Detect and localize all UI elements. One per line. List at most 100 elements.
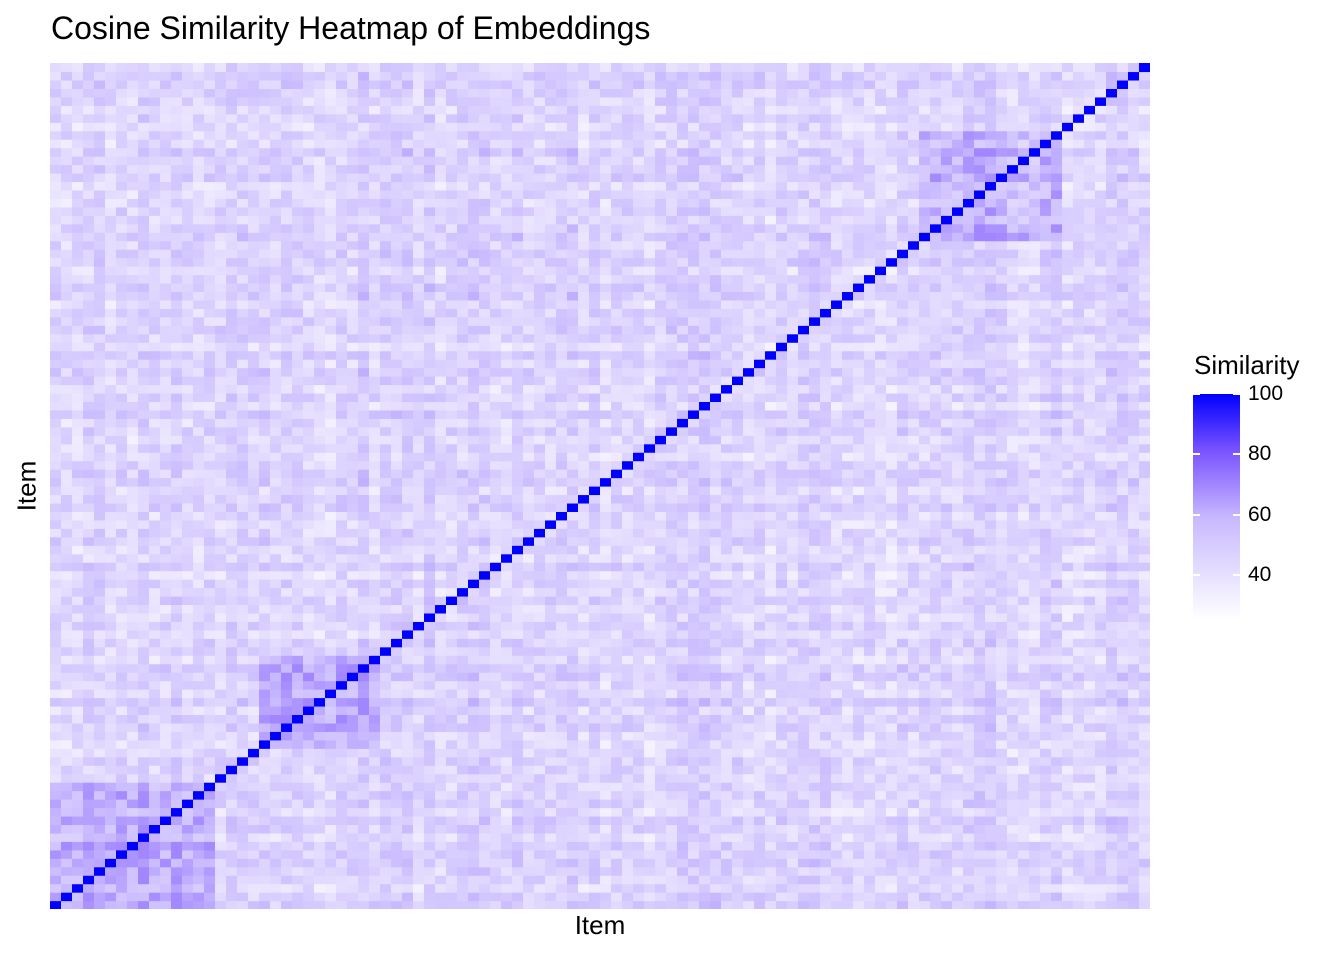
heatmap-cell <box>479 494 491 504</box>
heatmap-cell <box>204 612 216 622</box>
heatmap-cell <box>292 562 304 572</box>
heatmap-cell <box>556 519 568 529</box>
heatmap-cell <box>556 646 568 656</box>
heatmap-cell <box>259 815 271 825</box>
heatmap-cell <box>61 697 73 707</box>
heatmap-cell <box>270 773 282 783</box>
heatmap-cell <box>611 722 623 732</box>
heatmap-cell <box>908 612 920 622</box>
heatmap-cell <box>842 807 854 817</box>
heatmap-diagonal-cell <box>215 773 227 783</box>
heatmap-cell <box>358 579 370 589</box>
heatmap-cell <box>1095 841 1107 851</box>
heatmap-cell <box>83 587 95 597</box>
heatmap-cell <box>545 722 557 732</box>
heatmap-cell <box>941 604 953 614</box>
heatmap-cell <box>314 663 326 673</box>
heatmap-cell <box>754 689 766 699</box>
heatmap-cell <box>446 528 458 538</box>
heatmap-cell <box>798 689 810 699</box>
heatmap-cell <box>457 900 469 909</box>
heatmap-cell <box>314 799 326 809</box>
heatmap-cell <box>776 562 788 572</box>
heatmap-cell <box>281 595 293 606</box>
heatmap-cell <box>1007 875 1019 885</box>
heatmap-cell <box>556 807 568 817</box>
heatmap-cell <box>853 655 865 665</box>
heatmap-cell <box>633 646 645 656</box>
heatmap-cell <box>545 595 557 606</box>
heatmap-cell <box>468 680 480 690</box>
heatmap-cell <box>435 519 447 529</box>
heatmap-cell <box>567 875 579 885</box>
heatmap-cell <box>996 790 1008 800</box>
heatmap-diagonal-cell <box>182 799 194 809</box>
heatmap-cell <box>787 765 799 775</box>
heatmap-cell <box>1095 689 1107 699</box>
heatmap-cell <box>666 900 678 909</box>
heatmap-cell <box>402 790 414 800</box>
heatmap-cell <box>325 486 337 496</box>
heatmap-cell <box>633 841 645 851</box>
heatmap-cell <box>457 612 469 622</box>
heatmap-cell <box>600 773 612 783</box>
heatmap-cell <box>974 621 986 631</box>
heatmap-cell <box>996 612 1008 622</box>
heatmap-cell <box>446 790 458 800</box>
heatmap-cell <box>985 815 997 825</box>
heatmap-cell <box>963 655 975 665</box>
heatmap-cell <box>171 714 183 724</box>
heatmap-cell <box>732 748 744 758</box>
heatmap-cell <box>237 782 249 792</box>
heatmap-cell <box>787 900 799 909</box>
heatmap-diagonal-cell <box>325 689 337 699</box>
heatmap-cell <box>974 663 986 673</box>
heatmap-cell <box>347 486 359 496</box>
heatmap-cell <box>633 756 645 766</box>
heatmap-cell <box>864 595 876 606</box>
heatmap-cell <box>468 494 480 504</box>
heatmap-cell <box>61 621 73 631</box>
heatmap-cell <box>457 663 469 673</box>
heatmap-cell <box>930 765 942 775</box>
heatmap-cell <box>303 672 315 682</box>
heatmap-cell <box>1084 638 1096 648</box>
heatmap-cell <box>710 587 722 597</box>
heatmap-cell <box>446 799 458 809</box>
heatmap-cell <box>446 689 458 699</box>
heatmap-cell <box>1084 849 1096 859</box>
heatmap-cell <box>765 562 777 572</box>
heatmap-cell <box>468 629 480 639</box>
heatmap-cell <box>193 756 205 766</box>
heatmap-cell <box>523 689 535 699</box>
heatmap-cell <box>556 705 568 716</box>
heatmap-cell <box>589 629 601 639</box>
heatmap-cell <box>798 722 810 732</box>
heatmap-cell <box>501 739 513 749</box>
heatmap-cell <box>391 545 403 555</box>
heatmap-cell <box>479 883 491 893</box>
heatmap-cell <box>787 536 799 546</box>
heatmap-cell <box>930 739 942 749</box>
heatmap-cell <box>1117 612 1129 622</box>
heatmap-cell <box>710 824 722 834</box>
heatmap-cell <box>985 689 997 699</box>
heatmap-cell <box>512 579 524 589</box>
heatmap-cell <box>1073 799 1085 809</box>
heatmap-cell <box>589 562 601 572</box>
heatmap-cell <box>83 900 95 909</box>
heatmap-cell <box>941 782 953 792</box>
heatmap-cell <box>765 680 777 690</box>
heatmap-cell <box>655 722 667 732</box>
heatmap-cell <box>666 570 678 580</box>
heatmap-cell <box>996 773 1008 783</box>
heatmap-cell <box>985 528 997 538</box>
heatmap-cell <box>820 697 832 707</box>
heatmap-cell <box>314 866 326 876</box>
heatmap-cell <box>688 629 700 639</box>
heatmap-cell <box>435 748 447 758</box>
heatmap-cell <box>336 655 348 665</box>
heatmap-cell <box>545 807 557 817</box>
heatmap-cell <box>391 866 403 876</box>
heatmap-cell <box>83 663 95 673</box>
